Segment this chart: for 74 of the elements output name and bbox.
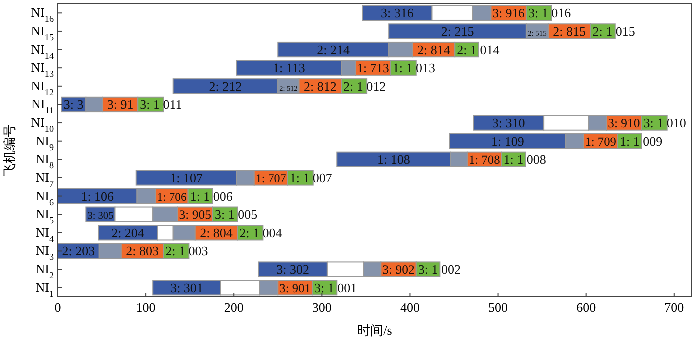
data-label: 1: 1 009 [620, 134, 663, 149]
data-label: 2: 814 [418, 42, 451, 58]
data-label: 1: 1 013 [392, 60, 436, 76]
data-label: 1: 1 007 [290, 170, 333, 186]
x-tick-label: 0 [54, 300, 62, 315]
data-label: 2: 212 [209, 78, 242, 94]
y-tick-label: NI$_{2}$ [36, 262, 54, 281]
data-label: 2: 1 014 [457, 42, 500, 58]
y-tick-label: NI$_{12}$ [31, 78, 54, 98]
data-label: 3: 316 [381, 6, 414, 21]
data-label: 3: 1 016 [528, 6, 572, 21]
y-axis-title: 飞机编号 [2, 124, 17, 176]
data-label: 1: 107 [170, 170, 204, 186]
data-label: 2: 203 [62, 244, 96, 259]
y-tick-label: NI$_{16}$ [31, 5, 54, 24]
x-tick-label: 200 [224, 300, 244, 315]
data-label: 2: 812 [304, 78, 337, 94]
data-label: 1: 707 [256, 171, 286, 186]
y-tick-label: NI$_{14}$ [31, 42, 54, 61]
data-label: 2: 1 004 [240, 225, 283, 240]
data-label: 1: 113 [272, 60, 306, 76]
data-label: 2: 1 003 [166, 244, 208, 259]
data-label: 2: 803 [126, 244, 159, 259]
y-tick-label: NI$_{11}$ [32, 96, 54, 116]
data-label: 1: 713 [357, 62, 390, 76]
data-label: 3: 1 011 [140, 97, 182, 112]
y-tick-label: NI$_{7}$ [36, 170, 54, 189]
data-label: 3: 1 005 [214, 207, 258, 222]
data-label: 2: 1 015 [592, 24, 636, 39]
y-tick-label: NI$_{5}$ [36, 206, 54, 226]
data-label: 3: 91 [107, 97, 134, 112]
data-label: 2: 215 [441, 24, 474, 39]
x-tick-label: 700 [664, 300, 684, 315]
data-label: 1: 1 006 [190, 188, 234, 204]
data-label: 2: 1 012 [344, 78, 386, 94]
data-label: 3: 902 [382, 263, 415, 278]
data-label: 3: 1 010 [644, 116, 686, 131]
data-label: 3: 910 [608, 116, 640, 131]
x-tick-label: 500 [488, 300, 508, 315]
y-tick-label: NI$_{6}$ [36, 188, 54, 208]
x-tick-label: 400 [400, 300, 420, 315]
data-label: 3: 905 [179, 208, 212, 222]
x-tick-label: 300 [312, 300, 332, 315]
data-label: 3: 302 [276, 262, 310, 278]
data-label: 3: 305 [88, 211, 114, 222]
x-axis-title: 时间/s [358, 323, 392, 338]
y-tick-label: NI$_{10}$ [31, 115, 54, 134]
data-label: 2: 204 [112, 225, 145, 240]
data-label: 1: 708 [468, 153, 500, 168]
y-tick-label: NI$_{4}$ [36, 224, 54, 244]
data-label: 1: 109 [492, 134, 524, 149]
x-tick-label: 100 [136, 300, 156, 315]
data-label: 3: 3 [64, 97, 84, 112]
data-label: 2: 214 [317, 42, 351, 58]
data-label: 3: 301 [170, 280, 204, 296]
x-tick-label: 600 [576, 300, 596, 315]
data-label: 1: 709 [585, 134, 617, 149]
data-label: 2: 804 [200, 225, 234, 240]
y-tick-label: NI$_{15}$ [31, 23, 54, 42]
data-label: 2: 815 [553, 24, 586, 39]
data-label: 1: 706 [157, 190, 187, 204]
data-label: 1: 106 [81, 188, 115, 204]
data-label: 3: 916 [492, 6, 525, 21]
data-label: 3: 1 002 [418, 262, 462, 278]
y-tick-label: NI$_{9}$ [36, 133, 54, 152]
y-tick-label: NI$_{3}$ [36, 243, 54, 262]
data-label: 1: 108 [377, 152, 410, 168]
y-tick-label: NI$_{1}$ [36, 280, 54, 299]
data-label: 3: 1 001 [314, 280, 358, 296]
data-label: 1: 1 008 [504, 152, 546, 168]
y-tick-label: NI$_{13}$ [31, 60, 54, 80]
y-tick-label: NI$_{8}$ [36, 152, 54, 171]
data-label: 3: 901 [280, 281, 311, 296]
data-label: 3: 310 [492, 116, 526, 131]
